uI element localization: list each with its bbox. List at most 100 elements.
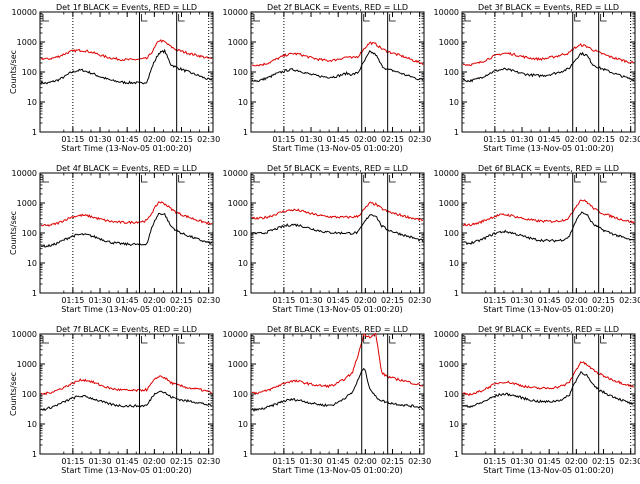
plot-frame [250,333,425,455]
x-tick-label: 01:30 [510,296,533,305]
x-tick-label: 02:30 [408,296,431,305]
lld-line [40,39,213,62]
y-tick-label: 1000 [17,360,37,369]
lld-line [462,361,635,397]
y-tick-label: 1000 [17,199,37,208]
y-tick-label: 1000 [228,38,248,47]
x-tick-label: 02:00 [565,296,588,305]
corner-bracket [600,175,607,183]
y-tick-label: 10000 [12,169,37,178]
x-tick-label: 02:00 [143,457,166,466]
x-tick-label: 02:00 [143,135,166,144]
x-tick-label: 01:15 [61,457,84,466]
corner-bracket [464,175,471,183]
y-tick-label: 1 [454,128,459,137]
x-tick-label: 02:30 [408,457,431,466]
y-tick-label: 100 [233,390,248,399]
y-tick-label: 10 [449,259,459,268]
panel-title: Det 8f BLACK = Events, RED = LLD [267,325,408,334]
x-tick-label: 01:45 [116,296,139,305]
x-axis-label: Start Time (13-Nov-05 01:00:20) [272,305,402,314]
corner-bracket [178,336,185,344]
x-tick-label: 01:45 [538,135,561,144]
x-tick-label: 02:15 [592,135,615,144]
y-tick-label: 100 [444,390,459,399]
lld-line [251,201,424,222]
x-axis-label: Start Time (13-Nov-05 01:00:20) [61,305,191,314]
corner-bracket [574,175,581,183]
lld-line [462,199,635,227]
x-tick-label: 01:45 [327,296,350,305]
panel-4: Det 4f BLACK = Events, RED = LLD 1 10 100 10… [9,164,220,314]
x-tick-label: 02:15 [170,457,193,466]
x-tick-label: 02:15 [170,135,193,144]
plot-frame [461,172,636,294]
y-tick-label: 100 [22,390,37,399]
y-tick-label: 1000 [17,38,37,47]
x-tick-label: 01:30 [510,457,533,466]
corner-bracket [178,175,185,183]
y-tick-label: 10000 [12,8,37,17]
plot-frame [39,11,214,133]
x-tick-label: 01:45 [538,457,561,466]
y-tick-label: 1000 [439,38,459,47]
events-line [462,371,635,409]
plot-frame [461,333,636,455]
y-tick-label: 10 [27,420,37,429]
x-tick-label: 01:30 [510,135,533,144]
y-tick-label: 1 [454,450,459,459]
x-tick-label: 02:15 [381,135,404,144]
y-tick-label: 10 [449,98,459,107]
panel-3: Det 3f BLACK = Events, RED = LLD 1 10 100 10… [434,3,640,153]
events-line [462,211,635,246]
panel-9: Det 9f BLACK = Events, RED = LLD 1 10 100 10… [434,325,640,475]
x-axis-label: Start Time (13-Nov-05 01:00:20) [272,466,402,475]
x-tick-label: 02:15 [381,296,404,305]
y-tick-label: 100 [22,68,37,77]
panel-title: Det 6f BLACK = Events, RED = LLD [478,164,619,173]
corner-bracket [574,336,581,344]
y-tick-label: 100 [444,68,459,77]
x-tick-label: 02:00 [565,135,588,144]
x-tick-label: 02:00 [354,457,377,466]
y-tick-label: 1 [32,450,37,459]
corner-bracket [42,14,49,22]
y-axis-label: Counts/sec [9,50,18,94]
x-tick-label: 02:00 [143,296,166,305]
x-tick-label: 01:45 [116,135,139,144]
panel-title: Det 2f BLACK = Events, RED = LLD [267,3,408,12]
y-tick-label: 10000 [223,169,248,178]
corner-bracket [141,14,148,22]
corner-bracket [178,14,185,22]
y-tick-label: 10000 [223,8,248,17]
panel-title: Det 9f BLACK = Events, RED = LLD [478,325,619,334]
x-tick-label: 01:15 [483,296,506,305]
x-tick-label: 02:15 [170,296,193,305]
x-tick-label: 01:15 [483,135,506,144]
corner-bracket [574,14,581,22]
x-tick-label: 01:15 [61,135,84,144]
events-line [40,390,213,412]
panel-6: Det 6f BLACK = Events, RED = LLD 1 10 100 10… [434,164,640,314]
corner-bracket [363,175,370,183]
y-tick-label: 100 [22,229,37,238]
panel-title: Det 7f BLACK = Events, RED = LLD [56,325,197,334]
corner-bracket [253,336,260,344]
corner-bracket [141,336,148,344]
x-axis-label: Start Time (13-Nov-05 01:00:20) [272,144,402,153]
panel-title: Det 4f BLACK = Events, RED = LLD [56,164,197,173]
panel-5: Det 5f BLACK = Events, RED = LLD 1 10 100 10… [223,164,432,314]
y-axis-label: Counts/sec [9,211,18,255]
x-axis-label: Start Time (13-Nov-05 01:00:20) [483,466,613,475]
y-tick-label: 10000 [223,330,248,339]
x-tick-label: 01:30 [299,135,322,144]
corner-bracket [600,336,607,344]
x-tick-label: 02:30 [408,135,431,144]
corner-bracket [141,175,148,183]
x-tick-label: 02:30 [619,296,640,305]
events-line [40,48,213,85]
y-tick-label: 10 [238,420,248,429]
corner-bracket [253,14,260,22]
panel-title: Det 5f BLACK = Events, RED = LLD [267,164,408,173]
